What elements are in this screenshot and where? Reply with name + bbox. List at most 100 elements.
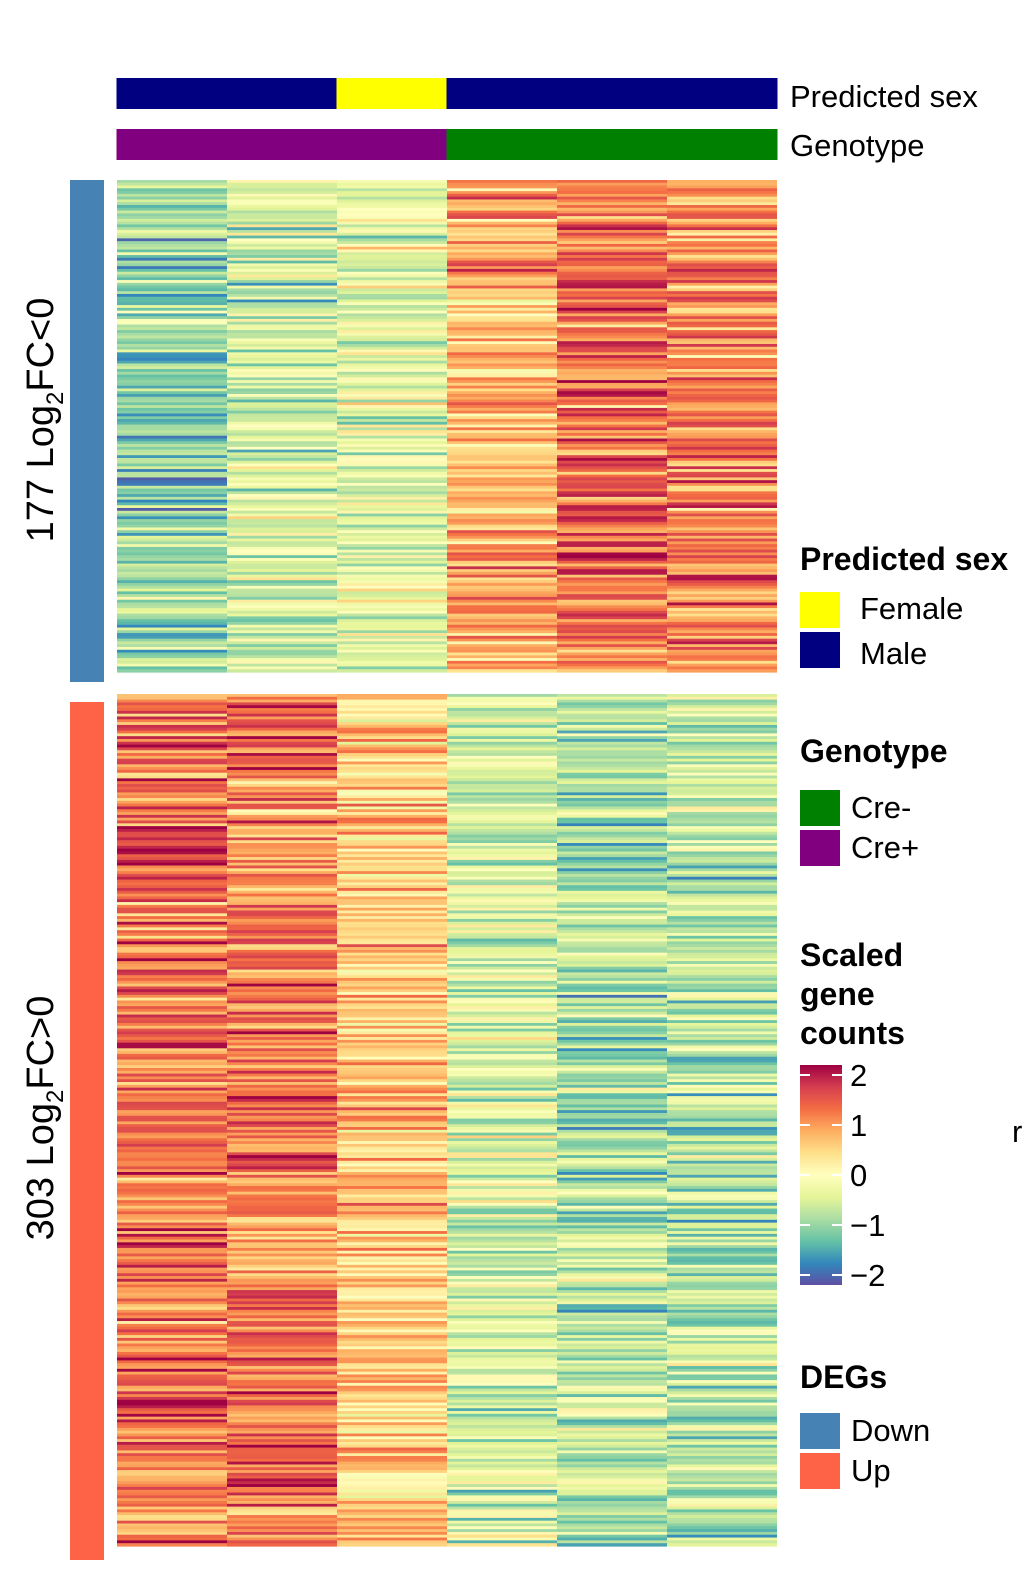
heatmap-cell-up-r249-s4 xyxy=(447,1394,557,1398)
heatmap-cell-up-r99-s4 xyxy=(447,972,557,976)
heatmap-cell-down-r174-s2 xyxy=(227,663,337,668)
heatmap-cell-up-r84-s2 xyxy=(227,930,337,934)
heatmap-cell-up-r10-s1 xyxy=(117,722,227,726)
heatmap-cell-up-r209-s6 xyxy=(667,1281,777,1286)
heatmap-cell-up-r16-s1 xyxy=(117,738,227,743)
heatmap-cell-up-r168-s1 xyxy=(117,1166,227,1170)
heatmap-cell-up-r195-s1 xyxy=(117,1242,227,1246)
heatmap-cell-up-r258-s5 xyxy=(557,1419,667,1423)
heatmap-cell-down-r41-s1 xyxy=(117,293,227,298)
heatmap-cell-up-r264-s5 xyxy=(557,1436,667,1440)
heatmap-cell-up-r248-s4 xyxy=(447,1391,557,1395)
heatmap-cell-up-r158-s1 xyxy=(117,1138,227,1142)
heatmap-cell-down-r157-s5 xyxy=(557,616,667,620)
heatmap-cell-down-r85-s3 xyxy=(337,416,447,420)
heatmap-cell-up-r293-s5 xyxy=(557,1517,667,1522)
heatmap-cell-up-r134-s6 xyxy=(667,1070,777,1075)
heatmap-cell-up-r37-s1 xyxy=(117,798,227,802)
heatmap-cell-up-r237-s1 xyxy=(117,1360,227,1364)
heatmap-cell-up-r131-s2 xyxy=(227,1062,337,1066)
heatmap-cell-up-r204-s5 xyxy=(557,1267,667,1272)
heatmap-cell-up-r155-s2 xyxy=(227,1129,337,1134)
heatmap-cell-up-r147-s2 xyxy=(227,1107,337,1111)
heatmap-cell-up-r93-s1 xyxy=(117,955,227,959)
heatmap-cell-down-r74-s5 xyxy=(557,385,667,390)
heatmap-cell-up-r95-s5 xyxy=(557,961,667,965)
heatmap-cell-up-r102-s4 xyxy=(447,980,557,985)
heatmap-cell-down-r15-s6 xyxy=(667,221,777,226)
heatmap-cell-up-r172-s6 xyxy=(667,1177,777,1182)
heatmap-cell-up-r191-s4 xyxy=(447,1231,557,1235)
heatmap-cell-up-r95-s2 xyxy=(227,961,337,965)
heatmap-cell-down-r169-s3 xyxy=(337,649,447,654)
heatmap-cell-down-r175-s1 xyxy=(117,666,227,670)
heatmap-cell-up-r236-s5 xyxy=(557,1357,667,1362)
heatmap-cell-down-r155-s4 xyxy=(447,610,557,615)
heatmap-cell-up-r197-s6 xyxy=(667,1247,777,1252)
heatmap-cell-down-r48-s5 xyxy=(557,313,667,317)
heatmap-cell-down-r29-s3 xyxy=(337,260,447,264)
heatmap-cell-down-r16-s6 xyxy=(667,224,777,228)
heatmap-cell-down-r162-s3 xyxy=(337,630,447,634)
heatmap-cell-down-r31-s2 xyxy=(227,266,337,270)
heatmap-cell-up-r77-s6 xyxy=(667,910,777,914)
heatmap-cell-up-r281-s4 xyxy=(447,1484,557,1488)
heatmap-cell-up-r294-s1 xyxy=(117,1520,227,1525)
heatmap-cell-up-r75-s3 xyxy=(337,904,447,909)
heatmap-cell-up-r280-s3 xyxy=(337,1481,447,1485)
heatmap-cell-up-r276-s3 xyxy=(337,1470,447,1474)
heatmap-cell-up-r182-s5 xyxy=(557,1205,667,1210)
heatmap-cell-up-r249-s3 xyxy=(337,1394,447,1398)
heatmap-cell-down-r104-s2 xyxy=(227,469,337,473)
heatmap-cell-up-r8-s1 xyxy=(117,716,227,720)
heatmap-cell-down-r154-s4 xyxy=(447,608,557,612)
heatmap-cell-up-r240-s6 xyxy=(667,1368,777,1373)
heatmap-cell-up-r131-s6 xyxy=(667,1062,777,1066)
heatmap-cell-down-r173-s2 xyxy=(227,660,337,665)
heatmap-cell-down-r107-s1 xyxy=(117,477,227,481)
genotype-legend-title: Genotype xyxy=(800,733,948,769)
heatmap-cell-down-r17-s2 xyxy=(227,227,337,231)
heatmap-cell-up-r199-s4 xyxy=(447,1253,557,1257)
heatmap-cell-up-r104-s4 xyxy=(447,986,557,990)
heatmap-cell-up-r126-s6 xyxy=(667,1048,777,1052)
heatmap-cell-down-r27-s3 xyxy=(337,255,447,259)
heatmap-cell-down-r113-s4 xyxy=(447,494,557,498)
heatmap-cell-up-r119-s4 xyxy=(447,1028,557,1033)
heatmap-cell-up-r161-s4 xyxy=(447,1146,557,1151)
heatmap-cell-up-r290-s1 xyxy=(117,1509,227,1513)
heatmap-cell-up-r245-s1 xyxy=(117,1382,227,1387)
heatmap-cell-down-r172-s4 xyxy=(447,658,557,662)
heatmap-cell-up-r51-s3 xyxy=(337,837,447,841)
heatmap-cell-up-r228-s3 xyxy=(337,1335,447,1339)
heatmap-cell-up-r103-s2 xyxy=(227,983,337,988)
heatmap-cell-down-r41-s3 xyxy=(337,293,447,298)
heatmap-cell-up-r272-s2 xyxy=(227,1458,337,1463)
heatmap-cell-down-r68-s4 xyxy=(447,369,557,373)
heatmap-cell-down-r155-s1 xyxy=(117,610,227,615)
heatmap-cell-down-r96-s2 xyxy=(227,446,337,451)
heatmap-cell-up-r192-s6 xyxy=(667,1233,777,1238)
heatmap-cell-down-r117-s2 xyxy=(227,505,337,509)
heatmap-cell-up-r184-s4 xyxy=(447,1211,557,1215)
heatmap-cell-down-r33-s4 xyxy=(447,271,557,276)
heatmap-cell-down-r56-s2 xyxy=(227,335,337,340)
heatmap-cell-up-r301-s3 xyxy=(337,1540,447,1544)
heatmap-cell-up-r196-s1 xyxy=(117,1245,227,1249)
heatmap-cell-up-r42-s1 xyxy=(117,812,227,816)
heatmap-cell-down-r145-s2 xyxy=(227,583,337,587)
heatmap-cell-down-r65-s2 xyxy=(227,360,337,365)
heatmap-cell-up-r177-s1 xyxy=(117,1191,227,1196)
heatmap-cell-down-r130-s5 xyxy=(557,541,667,545)
heatmap-cell-down-r20-s4 xyxy=(447,235,557,239)
heatmap-cell-up-r234-s6 xyxy=(667,1351,777,1356)
heatmap-cell-up-r262-s6 xyxy=(667,1430,777,1435)
heatmap-cell-down-r156-s1 xyxy=(117,613,227,618)
heatmap-cell-up-r264-s1 xyxy=(117,1436,227,1440)
heatmap-cell-up-r145-s5 xyxy=(557,1101,667,1106)
heatmap-cell-up-r67-s1 xyxy=(117,882,227,886)
heatmap-cell-down-r171-s6 xyxy=(667,655,777,659)
heatmap-cell-up-r103-s3 xyxy=(337,983,447,988)
heatmap-cell-up-r96-s2 xyxy=(227,963,337,968)
heatmap-cell-down-r108-s4 xyxy=(447,480,557,484)
